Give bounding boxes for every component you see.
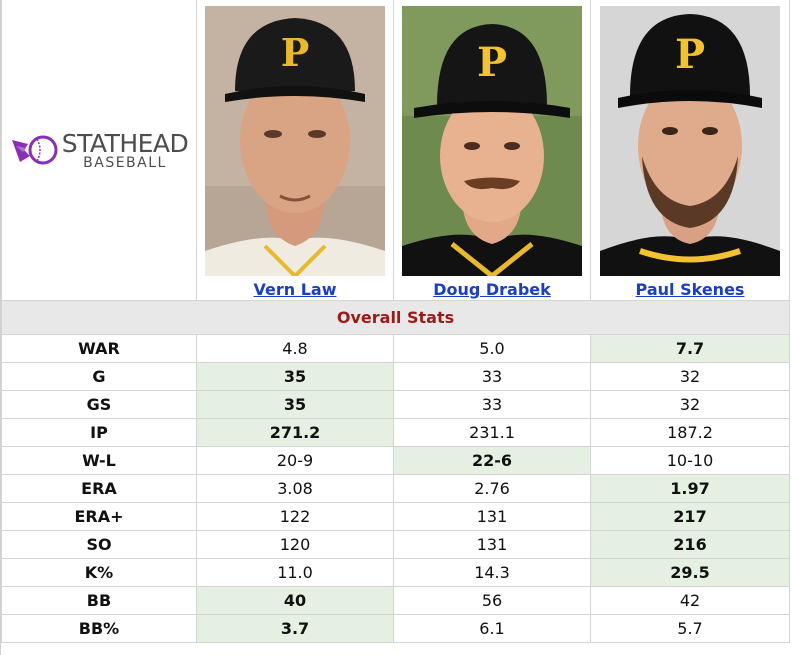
- stat-value: 22-6: [393, 446, 591, 475]
- stat-value: 231.1: [393, 418, 591, 447]
- player-photo[interactable]: P: [600, 6, 780, 276]
- stat-value: 42: [590, 586, 790, 615]
- stat-label: SO: [1, 530, 197, 559]
- player-link-paul-skenes[interactable]: Paul Skenes: [635, 280, 745, 299]
- stat-value: 4.8: [196, 334, 394, 363]
- stat-value: 32: [590, 390, 790, 419]
- stat-label: IP: [1, 418, 197, 447]
- stat-value: 2.76: [393, 474, 591, 503]
- stat-value: 120: [196, 530, 394, 559]
- logo-wordmark: STATHEAD: [61, 128, 189, 158]
- player-link-vern-law[interactable]: Vern Law: [253, 280, 337, 299]
- stat-label: BB%: [1, 614, 197, 643]
- stat-value: 1.97: [590, 474, 790, 503]
- stat-row-w-l: W-L 20-9 22-6 10-10: [1, 446, 790, 475]
- header-row: STATHEAD BASEBALL: [1, 0, 790, 301]
- stat-label: ERA: [1, 474, 197, 503]
- stat-value: 5.7: [590, 614, 790, 643]
- stat-value: 131: [393, 502, 591, 531]
- svg-text:P: P: [477, 39, 507, 86]
- logo-subtitle: BASEBALL: [83, 154, 167, 171]
- stat-row-era: ERA+ 122 131 217: [1, 502, 790, 531]
- stat-row-war: WAR 4.8 5.0 7.7: [1, 334, 790, 363]
- section-title: Overall Stats: [1, 300, 790, 335]
- stat-row-era: ERA 3.08 2.76 1.97: [1, 474, 790, 503]
- player-header-1: P Vern Law: [196, 0, 394, 301]
- stat-value: 29.5: [590, 558, 790, 587]
- stat-value: 10-10: [590, 446, 790, 475]
- stat-value: 11.0: [196, 558, 394, 587]
- stat-label: BB: [1, 586, 197, 615]
- stat-value: 217: [590, 502, 790, 531]
- stat-label: W-L: [1, 446, 197, 475]
- player-header-2: P Doug Drabek: [393, 0, 591, 301]
- stat-value: 3.7: [196, 614, 394, 643]
- stat-value: 187.2: [590, 418, 790, 447]
- svg-text:P: P: [675, 31, 705, 78]
- stat-label: WAR: [1, 334, 197, 363]
- svg-text:P: P: [281, 30, 310, 75]
- stat-label: ERA+: [1, 502, 197, 531]
- stat-value: 35: [196, 390, 394, 419]
- stat-value: 35: [196, 362, 394, 391]
- stat-row-ip: IP 271.2 231.1 187.2: [1, 418, 790, 447]
- player-photo[interactable]: P: [402, 6, 582, 276]
- stat-value: 40: [196, 586, 394, 615]
- stat-value: 122: [196, 502, 394, 531]
- stat-row-bb: BB% 3.7 6.1 5.7: [1, 614, 790, 643]
- stat-value: 14.3: [393, 558, 591, 587]
- stat-value: 33: [393, 362, 591, 391]
- stat-value: 56: [393, 586, 591, 615]
- stat-row-k: K% 11.0 14.3 29.5: [1, 558, 790, 587]
- stat-value: 271.2: [196, 418, 394, 447]
- stat-value: 216: [590, 530, 790, 559]
- stat-value: 32: [590, 362, 790, 391]
- stat-row-so: SO 120 131 216: [1, 530, 790, 559]
- section-header-row: Overall Stats: [1, 300, 790, 335]
- stat-label: GS: [1, 390, 197, 419]
- player-link-doug-drabek[interactable]: Doug Drabek: [433, 280, 551, 299]
- stat-value: 20-9: [196, 446, 394, 475]
- stat-label: G: [1, 362, 197, 391]
- baseball-wings-icon: [11, 135, 58, 165]
- stat-value: 5.0: [393, 334, 591, 363]
- stat-value: 33: [393, 390, 591, 419]
- player-photo[interactable]: P: [205, 6, 385, 276]
- stat-value: 131: [393, 530, 591, 559]
- stat-value: 7.7: [590, 334, 790, 363]
- stat-row-bb: BB 40 56 42: [1, 586, 790, 615]
- logo-cell: STATHEAD BASEBALL: [1, 0, 197, 301]
- stathead-logo[interactable]: STATHEAD BASEBALL: [2, 0, 196, 300]
- stat-value: 6.1: [393, 614, 591, 643]
- stat-label: K%: [1, 558, 197, 587]
- player-header-3: P Paul Skenes: [590, 0, 790, 301]
- stat-value: 3.08: [196, 474, 394, 503]
- stat-row-g: G 35 33 32: [1, 362, 790, 391]
- stat-row-gs: GS 35 33 32: [1, 390, 790, 419]
- player-comparison-table: STATHEAD BASEBALL: [1, 0, 790, 643]
